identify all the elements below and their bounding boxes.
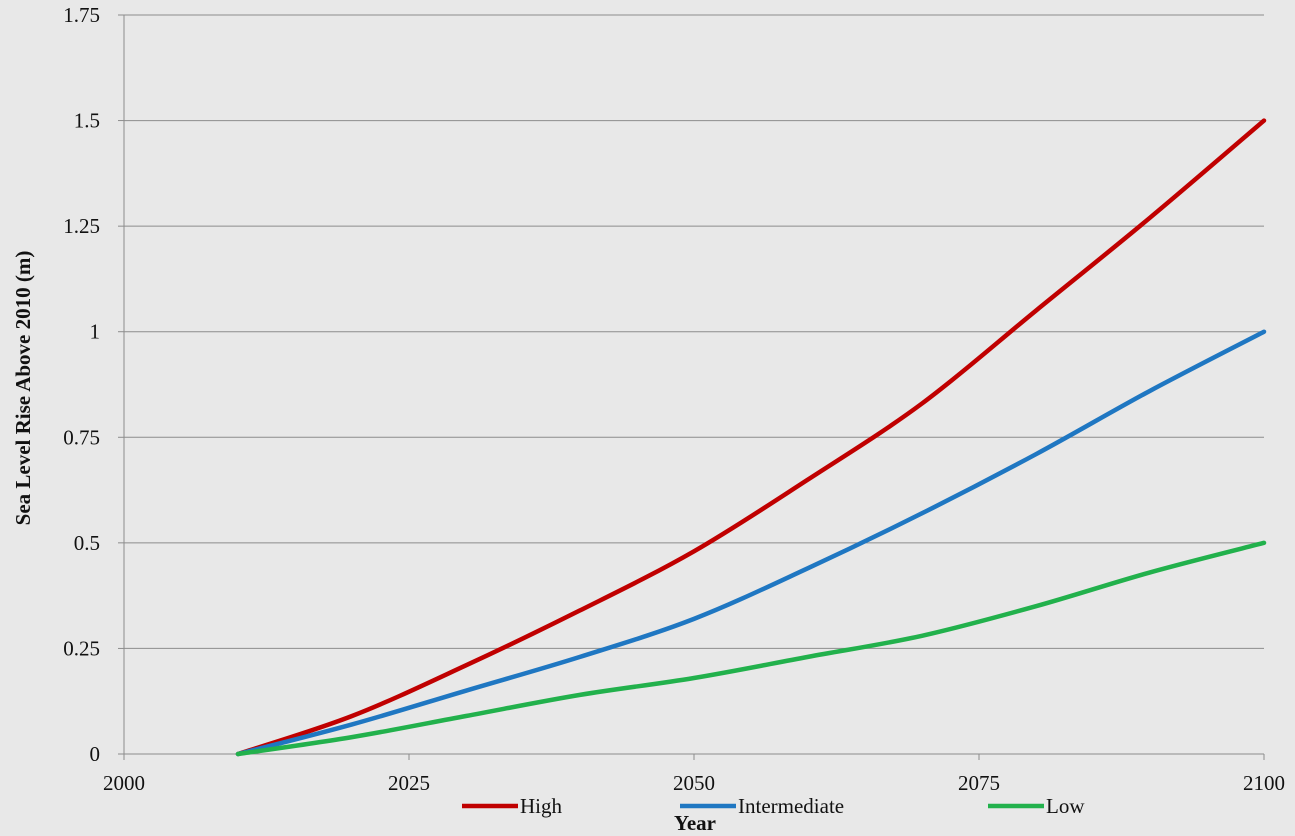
x-tick-labels: 2000 2025 2050 2075 2100 [103,771,1285,795]
y-tick-label: 1.25 [63,214,100,238]
grid-lines [124,14,1264,649]
y-tick-label: 1.5 [74,109,100,133]
legend-label-intermediate: Intermediate [738,794,844,818]
series-line-low [235,540,1267,757]
legend-label-low: Low [1046,794,1085,818]
y-tick-labels: 0 0.25 0.5 0.75 1 1.25 1.5 1.75 [63,3,100,766]
y-tick-label: 1 [90,320,101,344]
y-tick-label: 0.25 [63,636,100,660]
x-tick-label: 2100 [1243,771,1285,795]
x-tick-label: 2075 [958,771,1000,795]
legend-label-high: High [520,794,563,818]
series-line-high [235,118,1267,757]
legend: High Intermediate Low [462,794,1085,818]
x-axis-label: Year [674,811,716,835]
x-tick-label: 2025 [388,771,430,795]
y-tick-label: 0 [90,742,101,766]
x-tick-label: 2050 [673,771,715,795]
y-tick-label: 1.75 [63,3,100,27]
y-tick-label: 0.5 [74,531,100,555]
series-line-intermediate [235,329,1267,757]
x-tick-label: 2000 [103,771,145,795]
series-lines [235,118,1267,757]
y-axis-label: Sea Level Rise Above 2010 (m) [11,251,35,526]
y-tick-label: 0.75 [63,425,100,449]
axes [118,14,1265,760]
